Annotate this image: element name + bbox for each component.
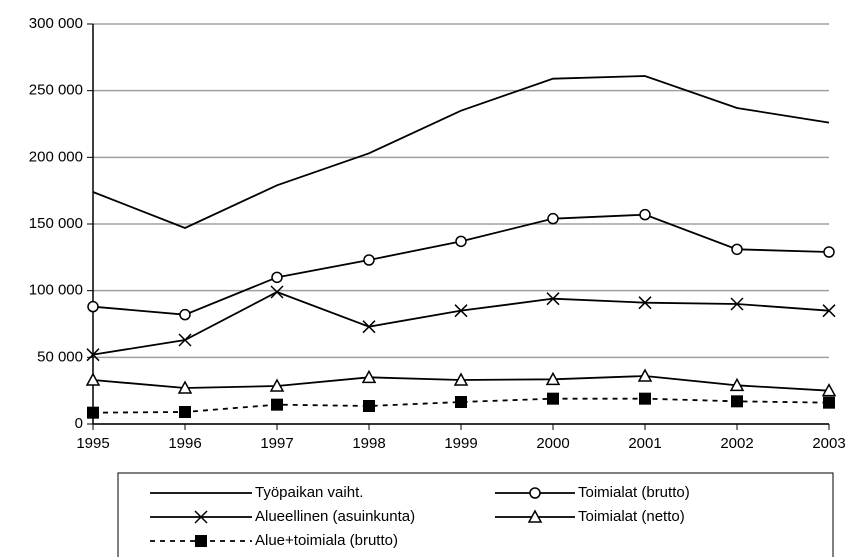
y-tick-label: 0 — [75, 415, 83, 432]
x-tick-label: 1995 — [76, 435, 109, 452]
series-line — [92, 291, 830, 356]
marker — [823, 246, 835, 258]
marker — [455, 396, 467, 408]
marker — [453, 372, 469, 386]
series-line — [92, 213, 830, 316]
marker — [85, 372, 101, 386]
marker — [529, 487, 541, 499]
marker — [362, 320, 376, 334]
y-tick-label: 150 000 — [29, 215, 83, 232]
marker — [822, 304, 836, 318]
marker — [729, 377, 745, 392]
legend-box — [117, 472, 834, 557]
marker — [363, 400, 375, 412]
x-tick-label: 2000 — [536, 435, 569, 452]
marker — [177, 380, 193, 394]
x-tick-label: 1997 — [260, 435, 293, 452]
legend-label: Toimialat (netto) — [578, 508, 685, 525]
marker — [546, 292, 560, 306]
y-tick-label: 250 000 — [29, 82, 83, 99]
marker — [87, 406, 99, 419]
y-tick-label: 200 000 — [29, 148, 83, 165]
marker — [547, 212, 559, 225]
marker — [638, 296, 652, 310]
series-line — [92, 397, 830, 414]
marker — [547, 392, 559, 405]
marker — [271, 398, 283, 411]
marker — [361, 369, 377, 384]
legend-label: Toimialat (brutto) — [578, 484, 690, 501]
legend-label: Alueellinen (asuinkunta) — [255, 508, 415, 525]
marker — [194, 510, 208, 524]
marker — [195, 535, 207, 547]
y-tick-label: 100 000 — [29, 282, 83, 299]
legend-label: Työpaikan vaiht. — [255, 484, 363, 501]
x-tick-label: 1998 — [352, 435, 385, 452]
marker — [269, 378, 285, 392]
marker — [454, 304, 468, 318]
y-tick-label: 300 000 — [29, 15, 83, 32]
marker — [178, 333, 192, 347]
marker — [87, 300, 99, 313]
x-tick-label: 2001 — [628, 435, 661, 452]
marker — [455, 235, 467, 248]
marker — [731, 243, 743, 256]
marker — [637, 368, 653, 382]
marker — [730, 297, 744, 311]
marker — [179, 308, 191, 321]
marker — [363, 254, 375, 266]
marker — [86, 348, 100, 362]
marker — [179, 406, 191, 418]
marker — [545, 371, 561, 386]
x-tick-label: 1996 — [168, 435, 201, 452]
x-tick-label: 2003 — [812, 435, 845, 452]
x-tick-label: 2002 — [720, 435, 753, 452]
legend-label: Alue+toimiala (brutto) — [255, 532, 398, 549]
marker — [731, 395, 743, 408]
marker — [270, 285, 284, 299]
series-line — [92, 75, 830, 229]
marker — [639, 208, 651, 221]
marker — [821, 383, 837, 397]
marker — [823, 396, 835, 409]
marker — [639, 392, 651, 405]
x-tick-label: 1999 — [444, 435, 477, 452]
marker — [527, 509, 543, 523]
y-tick-label: 50 000 — [37, 348, 83, 365]
marker — [271, 271, 283, 284]
